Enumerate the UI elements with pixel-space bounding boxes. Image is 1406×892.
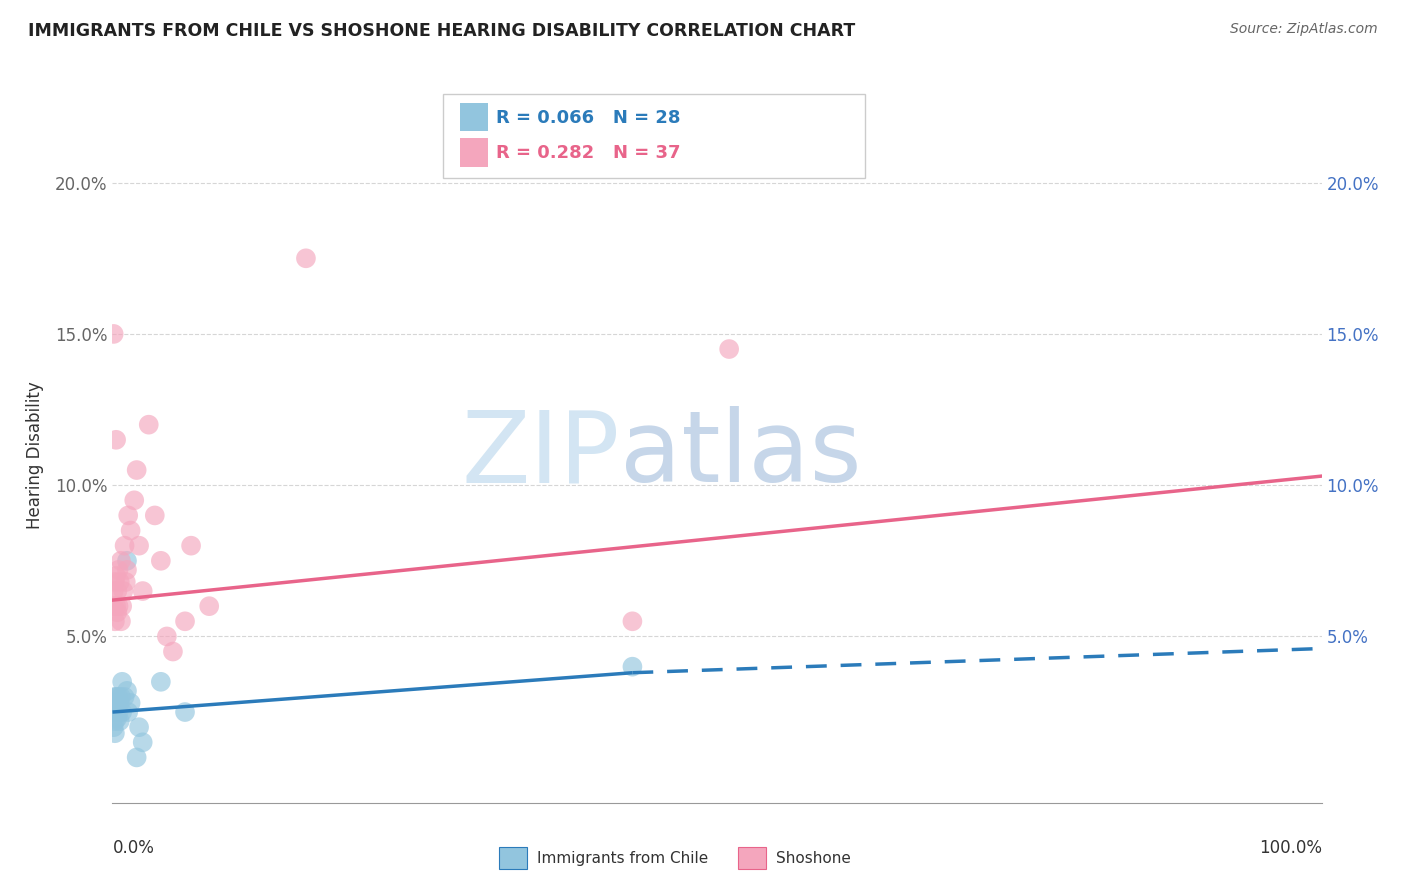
Point (174, 615, 197, 629)
Point (111, 705, 134, 719)
Point (115, 554, 138, 568)
Point (103, 705, 125, 719)
Text: R = 0.066   N = 28: R = 0.066 N = 28 (496, 109, 681, 127)
Point (156, 629, 179, 643)
Point (107, 705, 129, 719)
Point (120, 696, 142, 710)
Point (122, 493, 145, 508)
Point (143, 508, 166, 523)
Point (103, 696, 125, 710)
Text: 0.0%: 0.0% (112, 839, 155, 857)
Point (104, 726, 127, 740)
Point (621, 659, 644, 673)
Point (108, 696, 131, 710)
Point (103, 720, 125, 734)
Point (125, 463, 148, 477)
Point (104, 690, 127, 704)
Point (105, 599, 128, 614)
Point (110, 554, 132, 568)
Point (103, 584, 125, 599)
Point (180, 539, 202, 553)
Point (105, 584, 128, 599)
Point (115, 563, 138, 577)
Point (149, 554, 172, 568)
Point (105, 569, 128, 583)
Point (105, 705, 128, 719)
Point (108, 574, 131, 589)
Point (198, 599, 221, 614)
Point (162, 644, 184, 658)
Text: ZIP: ZIP (463, 407, 620, 503)
Text: atlas: atlas (620, 407, 862, 503)
Point (107, 690, 129, 704)
Point (125, 750, 148, 764)
Point (110, 690, 132, 704)
Point (132, 735, 155, 749)
Point (138, 417, 160, 432)
Point (103, 599, 125, 614)
Text: Source: ZipAtlas.com: Source: ZipAtlas.com (1230, 22, 1378, 37)
Point (718, 342, 741, 356)
Point (104, 574, 127, 589)
Point (110, 615, 132, 629)
Point (295, 252, 318, 266)
Point (112, 584, 135, 599)
Point (621, 615, 644, 629)
Point (114, 690, 136, 704)
Point (149, 674, 172, 689)
Point (111, 599, 134, 614)
Text: R = 0.282   N = 37: R = 0.282 N = 37 (496, 145, 681, 162)
Point (117, 508, 139, 523)
Point (114, 574, 136, 589)
Point (132, 584, 155, 599)
Point (117, 705, 139, 719)
Point (105, 690, 128, 704)
Point (107, 599, 129, 614)
Point (114, 539, 136, 553)
Point (128, 720, 150, 734)
Point (104, 714, 127, 728)
Point (105, 711, 128, 725)
Text: 100.0%: 100.0% (1258, 839, 1322, 857)
Point (104, 615, 127, 629)
Point (120, 524, 142, 538)
Point (105, 696, 128, 710)
Point (115, 684, 138, 698)
Text: IMMIGRANTS FROM CHILE VS SHOSHONE HEARING DISABILITY CORRELATION CHART: IMMIGRANTS FROM CHILE VS SHOSHONE HEARIN… (28, 22, 855, 40)
Point (174, 705, 197, 719)
Point (111, 674, 134, 689)
Point (108, 714, 131, 728)
Y-axis label: Hearing Disability: Hearing Disability (25, 381, 44, 529)
Point (103, 326, 125, 341)
Text: Immigrants from Chile: Immigrants from Chile (537, 851, 709, 865)
Point (107, 563, 129, 577)
Point (128, 539, 150, 553)
Text: Shoshone: Shoshone (776, 851, 851, 865)
Point (105, 605, 128, 619)
Point (105, 433, 128, 447)
